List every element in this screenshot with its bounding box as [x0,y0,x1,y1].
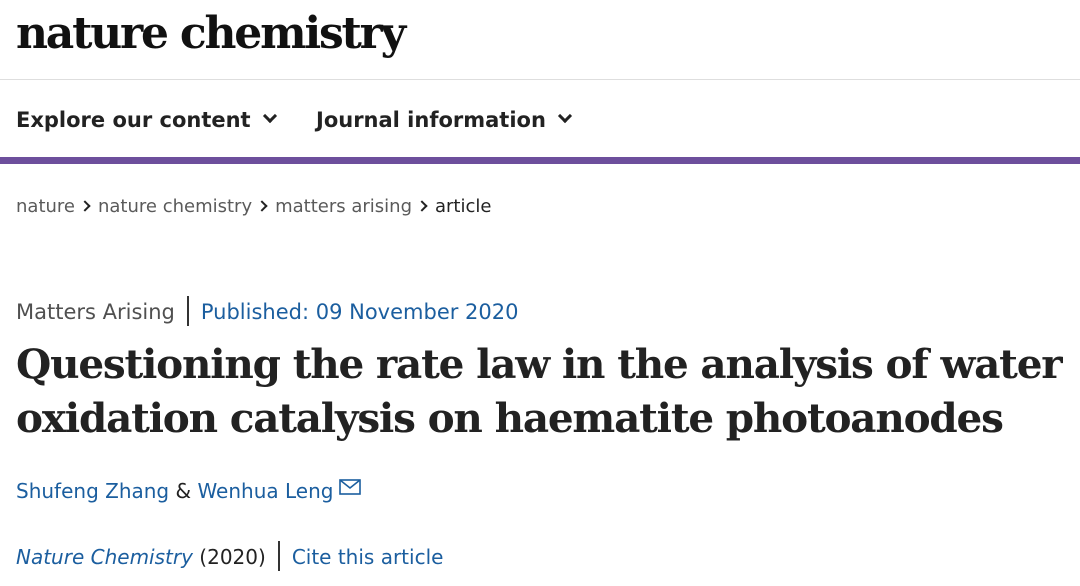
citation-line: Nature Chemistry (2020) Cite this article [16,541,443,572]
chevron-right-icon [416,200,428,212]
breadcrumb-current: article [435,196,492,217]
meta-divider [186,296,189,326]
breadcrumb: nature nature chemistry matters arising art… [16,193,491,221]
mail-icon[interactable] [339,479,362,495]
nav-explore-content-label: Explore our content [16,108,251,132]
nav-explore-content[interactable]: Explore our content [16,104,277,136]
nav-journal-information-label: Journal information [316,108,546,132]
chevron-down-icon [557,108,572,124]
site-logo[interactable]: nature chemistry [16,8,406,59]
breadcrumb-nature-chemistry[interactable]: nature chemistry [97,196,253,217]
nav-journal-information[interactable]: Journal information [316,104,572,136]
published-date: Published: 09 November 2020 [200,300,519,324]
author-separator: & [175,479,192,503]
chevron-down-icon [262,108,277,124]
author-link[interactable]: Shufeng Zhang [16,479,170,503]
article-title: Questioning the rate law in the analysis… [16,340,1063,442]
masthead: nature chemistry [0,0,1080,80]
author-link[interactable]: Wenhua Leng [197,479,334,503]
chevron-right-icon [256,200,268,212]
cite-article-link[interactable]: Cite this article [291,545,444,569]
author-list: Shufeng Zhang & Wenhua Leng [16,476,362,506]
journal-name-link[interactable]: Nature Chemistry [16,545,193,569]
article-type: Matters Arising [16,300,175,324]
breadcrumb-matters-arising[interactable]: matters arising [275,196,412,217]
article-meta: Matters Arising Published: 09 November 20… [16,296,519,327]
publication-year: (2020) [199,545,266,569]
chevron-right-icon [79,200,91,212]
breadcrumb-nature[interactable]: nature [16,196,75,217]
main-nav: Explore our content Journal information [0,80,1080,164]
citation-divider [277,541,280,571]
